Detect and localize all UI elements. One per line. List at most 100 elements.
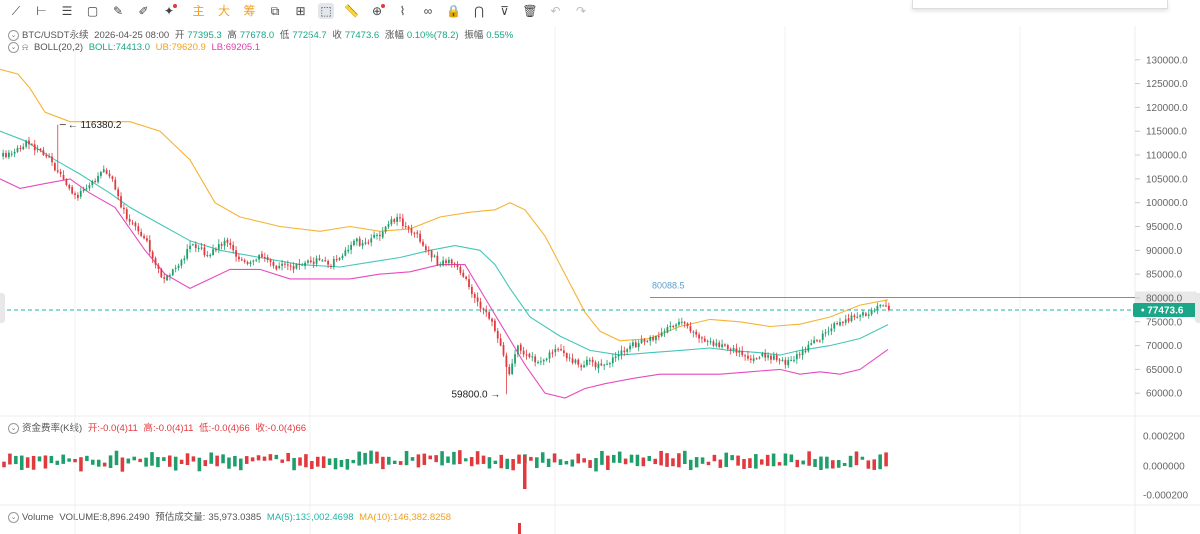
candle-body bbox=[200, 247, 203, 249]
cursor-select-icon[interactable]: ⬚ bbox=[318, 3, 334, 19]
candle-body bbox=[378, 234, 381, 237]
parallel-lines-icon[interactable]: ☰ bbox=[61, 4, 73, 18]
candle-body bbox=[787, 360, 790, 366]
candle bbox=[606, 359, 608, 366]
funding-bar bbox=[884, 452, 888, 467]
candle bbox=[125, 207, 128, 222]
candle bbox=[393, 218, 396, 224]
brush-icon[interactable]: ✎ bbox=[112, 4, 124, 18]
candle-body bbox=[732, 347, 735, 351]
candle-body bbox=[180, 259, 183, 266]
candle bbox=[712, 339, 715, 348]
candle-body bbox=[522, 350, 525, 355]
drawing-toolbar: ⟋ ⊢ ☰ ▢ ✎ ✐ ✦ 主大筹 ⧉ ⊞ ⬚ 📏 ⊕ ⌇ ∞ 🔒 ⋂ ⊽ 🗑 ↶ ↷ bbox=[0, 0, 1200, 24]
candle bbox=[318, 254, 321, 261]
crop-icon[interactable]: ⧉ bbox=[270, 4, 280, 18]
candle-body bbox=[399, 217, 401, 219]
funding-bar bbox=[517, 454, 521, 464]
funding-bar bbox=[653, 458, 657, 465]
candle-body bbox=[551, 352, 554, 354]
candle bbox=[517, 344, 519, 358]
volume-ma10: MA(10):146,382.8258 bbox=[359, 512, 452, 523]
horizontal-segment-icon[interactable]: ⊢ bbox=[36, 4, 47, 18]
candle bbox=[312, 257, 315, 268]
funding-bar bbox=[540, 452, 545, 463]
redo-icon[interactable]: ↷ bbox=[575, 4, 587, 18]
candle-body bbox=[456, 264, 459, 267]
collapse-chevron-icon[interactable]: ⌄ bbox=[8, 422, 19, 434]
rectangle-icon[interactable]: ▢ bbox=[86, 4, 99, 18]
candle-body bbox=[94, 180, 97, 182]
candle bbox=[68, 183, 71, 191]
candle-body bbox=[28, 140, 30, 145]
candle bbox=[465, 275, 468, 281]
collapse-chevron-icon[interactable]: ⌄ bbox=[8, 42, 19, 53]
candle bbox=[473, 292, 476, 303]
funding-bar bbox=[576, 453, 581, 464]
trash-icon[interactable]: 🗑 bbox=[522, 4, 538, 18]
candle bbox=[97, 172, 99, 184]
ruler-icon[interactable]: 📏 bbox=[344, 4, 359, 18]
text-tool-2[interactable]: 筹 bbox=[243, 4, 256, 18]
candle-body bbox=[212, 249, 214, 255]
left-scroll-handle[interactable] bbox=[0, 293, 5, 323]
candle bbox=[33, 140, 36, 156]
candle-body bbox=[588, 359, 591, 362]
y-tick-label: 115000.0 bbox=[1146, 127, 1187, 138]
lock-icon[interactable]: 🔒 bbox=[446, 4, 461, 18]
pen-icon[interactable]: ✐ bbox=[138, 4, 149, 18]
candle bbox=[729, 347, 732, 355]
funding-open: 开:-0.0(4)11 bbox=[87, 423, 138, 434]
funding-bar bbox=[848, 455, 853, 468]
candle-body bbox=[563, 350, 565, 354]
candle-body bbox=[833, 323, 836, 329]
candle bbox=[453, 261, 456, 268]
candle bbox=[629, 342, 631, 353]
collapse-chevron-icon[interactable]: ⌄ bbox=[8, 511, 19, 523]
funding-bar bbox=[600, 450, 604, 465]
candle bbox=[784, 357, 787, 369]
candle bbox=[885, 300, 887, 308]
candle bbox=[557, 347, 560, 352]
candle-body bbox=[470, 287, 473, 294]
funding-bar bbox=[665, 453, 669, 467]
highlighter-icon[interactable]: ⌇ bbox=[399, 4, 406, 18]
candle bbox=[623, 346, 626, 356]
funding-bar bbox=[463, 458, 468, 462]
collapse-chevron-icon[interactable]: ⌄ bbox=[8, 29, 19, 41]
link-icon[interactable]: ∞ bbox=[423, 4, 433, 18]
text-tool-0[interactable]: 主 bbox=[192, 4, 205, 18]
text-tool-1[interactable]: 大 bbox=[217, 4, 230, 18]
undo-icon[interactable]: ↶ bbox=[550, 4, 561, 18]
grid-icon[interactable]: ⊞ bbox=[295, 4, 306, 18]
candle-body bbox=[327, 261, 329, 265]
funding-bar bbox=[239, 458, 243, 471]
candle bbox=[744, 353, 746, 361]
candle bbox=[761, 351, 764, 358]
candle-body bbox=[447, 259, 450, 264]
candle bbox=[217, 239, 220, 254]
candle-body bbox=[747, 355, 749, 359]
notification-dot-icon bbox=[381, 4, 385, 8]
candle-body bbox=[790, 360, 792, 362]
bell-icon[interactable]: ⍾ bbox=[22, 42, 29, 54]
candle bbox=[292, 262, 295, 274]
filter-icon[interactable]: ⊽ bbox=[500, 4, 509, 18]
magic-brush-icon[interactable]: ✦ bbox=[161, 3, 177, 19]
zoom-icon[interactable]: ⊕ bbox=[369, 3, 385, 19]
funding-bar bbox=[641, 457, 646, 467]
candle bbox=[223, 237, 226, 250]
candle-body bbox=[387, 224, 390, 227]
magnet-icon[interactable]: ⋂ bbox=[474, 4, 484, 18]
candle-body bbox=[7, 152, 10, 158]
boll-lb-value: LB:69205.1 bbox=[211, 42, 261, 54]
funding-bar bbox=[179, 459, 184, 465]
right-scroll-handle[interactable] bbox=[1195, 293, 1200, 323]
close-label: 收 bbox=[332, 30, 342, 41]
candle-body bbox=[10, 153, 13, 155]
candle-body bbox=[410, 228, 413, 233]
candle bbox=[39, 148, 42, 153]
candle-body bbox=[485, 309, 488, 313]
trend-line-icon[interactable]: ⟋ bbox=[11, 4, 21, 18]
